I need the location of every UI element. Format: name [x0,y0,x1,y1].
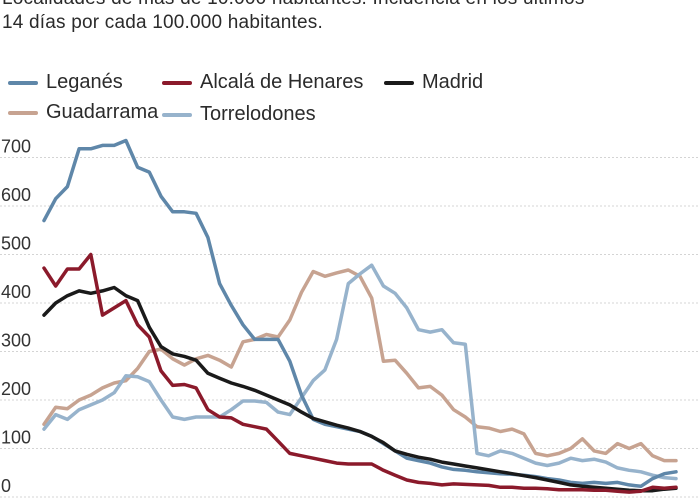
legend-swatch [8,110,38,115]
series-line-torrelodones [42,263,678,481]
legend-label: Madrid [422,71,484,93]
y-tick-label: 300 [1,331,31,351]
legend-swatch [162,80,192,85]
y-tick-label: 600 [1,185,31,205]
legend-item-torrelodones: Torrelodones [162,103,316,126]
y-tick-label: 500 [1,234,31,254]
y-tick-label: 0 [1,476,11,496]
series-line-guadarrama [42,268,678,463]
series-line-alcal-de-henares [42,252,678,494]
series-line-legan-s [42,138,678,489]
chart-subtitle-line-2: 14 días por cada 100.000 habitantes. [2,12,323,33]
chart-subtitle-line-1: Localidades de más de 10.000 habitantes.… [2,0,585,10]
legend-item-madrid: Madrid [384,71,483,94]
y-axis-ticks: 0 100 200 300 400 500 600 700 [1,137,31,497]
legend-label: Leganés [46,71,123,93]
legend-item-leganes: Leganés [8,71,123,94]
legend-swatch [162,112,192,117]
y-tick-label: 400 [1,282,31,302]
y-tick-label: 100 [1,428,31,448]
legend-label: Guadarrama [46,101,159,123]
legend-swatch [8,80,38,85]
series-line-madrid [42,285,678,493]
legend-item-alcala-de-henares: Alcalá de Henares [162,71,363,94]
y-tick-label: 200 [1,379,31,399]
legend-item-guadarrama: Guadarrama [8,101,158,124]
y-tick-label: 700 [1,137,31,157]
gridlines [0,157,700,498]
legend-label: Torrelodones [200,103,316,125]
legend-label: Alcalá de Henares [200,71,364,93]
series-lines [42,138,678,494]
legend-swatch [384,80,414,85]
